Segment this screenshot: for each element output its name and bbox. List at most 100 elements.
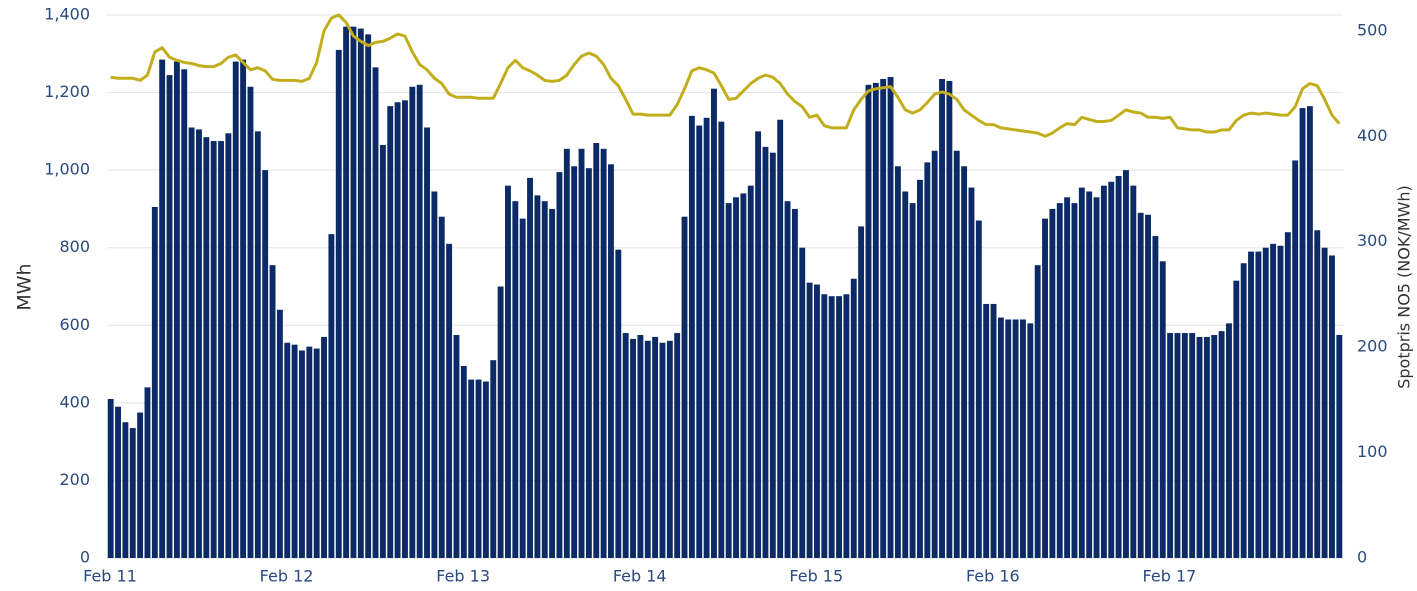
- bar: [321, 336, 327, 558]
- bar: [1064, 197, 1071, 559]
- x-tick-label: Feb 11: [83, 567, 137, 586]
- bar: [240, 59, 247, 558]
- bar: [276, 309, 283, 558]
- bar: [291, 344, 298, 558]
- bar: [188, 127, 195, 558]
- bar: [1189, 333, 1196, 558]
- bar: [1034, 265, 1041, 558]
- bar: [997, 317, 1004, 558]
- bar: [129, 428, 136, 558]
- bar: [1137, 212, 1144, 559]
- bar: [1115, 175, 1122, 559]
- y-tick-label: 1,400: [44, 5, 90, 24]
- bar: [571, 166, 578, 558]
- bar: [1329, 255, 1335, 558]
- bar: [747, 185, 754, 558]
- y2-tick-label: 500: [1357, 20, 1388, 39]
- bar: [622, 333, 629, 558]
- line: [110, 13, 1341, 138]
- bar: [1152, 236, 1159, 559]
- bar: [497, 286, 504, 558]
- bar: [107, 398, 114, 558]
- bar: [1226, 323, 1232, 558]
- bar: [173, 61, 180, 559]
- bar: [468, 379, 475, 558]
- bar: [711, 88, 717, 558]
- bar: [1196, 336, 1203, 558]
- bar: [1240, 263, 1247, 558]
- y2-axis-title: Spotpris NO5 (NOK/MWh): [1395, 185, 1414, 389]
- bar: [1012, 319, 1019, 558]
- bar: [961, 166, 968, 558]
- bar: [578, 148, 585, 558]
- bar: [630, 338, 636, 558]
- bar: [446, 243, 453, 559]
- bar: [218, 141, 224, 558]
- bar: [784, 201, 791, 558]
- bar: [1336, 334, 1343, 558]
- bar: [1130, 185, 1137, 558]
- bar: [593, 142, 600, 558]
- x-tick-label: Feb 12: [260, 567, 314, 586]
- bar: [703, 117, 710, 559]
- bar: [254, 131, 261, 558]
- bar: [1262, 247, 1269, 558]
- bar: [1211, 334, 1218, 558]
- bar: [306, 346, 313, 558]
- bar: [1071, 203, 1078, 558]
- bar: [409, 86, 416, 558]
- bar: [115, 406, 121, 558]
- bar: [541, 201, 548, 558]
- bar: [1174, 333, 1181, 558]
- bar: [181, 69, 188, 559]
- bar: [865, 84, 872, 559]
- bar: [262, 170, 269, 558]
- bar: [159, 59, 166, 558]
- bar: [424, 127, 430, 558]
- bar: [203, 137, 210, 559]
- bar: [762, 146, 769, 558]
- bar: [519, 218, 526, 558]
- bar: [946, 80, 953, 558]
- bar: [1255, 251, 1262, 559]
- bar: [659, 342, 666, 558]
- bar: [828, 296, 835, 558]
- bar: [144, 387, 151, 558]
- bar: [799, 247, 806, 558]
- bar: [460, 366, 467, 558]
- bar: [416, 84, 423, 559]
- bar: [232, 61, 239, 559]
- bar: [379, 144, 386, 559]
- bar: [740, 193, 747, 558]
- bar: [652, 336, 659, 558]
- bar: [1108, 181, 1115, 558]
- bar: [688, 115, 695, 558]
- bar: [335, 49, 342, 559]
- y2-tick-label: 100: [1357, 442, 1388, 461]
- bar: [1078, 187, 1085, 558]
- bar: [1277, 245, 1284, 558]
- bar: [1027, 323, 1034, 558]
- bar: [512, 201, 519, 558]
- bar: [387, 106, 394, 559]
- bar: [1086, 191, 1093, 558]
- bar: [1042, 218, 1048, 558]
- bar: [225, 133, 232, 558]
- bar: [1292, 160, 1299, 559]
- y-tick-label: 0: [80, 548, 90, 567]
- y-tick-label: 800: [59, 237, 90, 256]
- bar: [1167, 333, 1174, 558]
- y-tick-label: 600: [59, 315, 90, 334]
- y2-tick-label: 300: [1357, 231, 1388, 250]
- bar: [814, 284, 820, 558]
- bar: [350, 26, 357, 558]
- bar: [1020, 319, 1026, 558]
- bar: [1218, 331, 1225, 558]
- bar: [681, 216, 688, 558]
- y2-tick-label: 400: [1357, 126, 1388, 145]
- bar: [777, 119, 784, 558]
- bar: [534, 195, 541, 558]
- bar: [725, 203, 732, 558]
